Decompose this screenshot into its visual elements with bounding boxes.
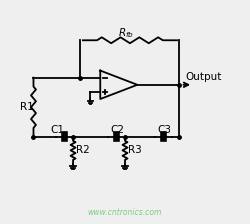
Text: C2: C2 [110,125,124,135]
Text: www.cntronics.com: www.cntronics.com [88,208,162,217]
Text: C1: C1 [51,125,65,135]
Text: R3: R3 [128,145,142,155]
Text: R2: R2 [76,145,90,155]
Text: Output: Output [186,72,222,82]
Text: $R_{fb}$: $R_{fb}$ [118,26,134,40]
Text: C3: C3 [157,125,171,135]
Text: R1: R1 [20,102,34,112]
